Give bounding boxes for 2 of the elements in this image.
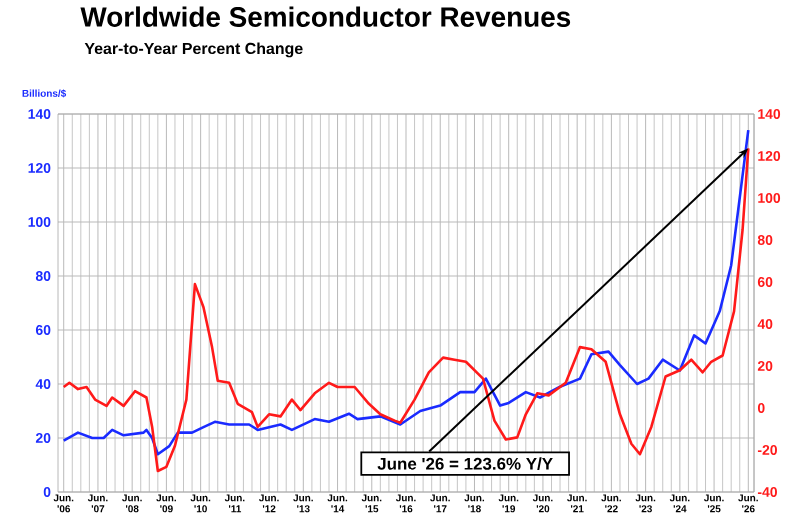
chart-title: Worldwide Semiconductor Revenues xyxy=(80,6,571,27)
annotation: June '26 = 123.6% Y/Y xyxy=(377,457,553,470)
